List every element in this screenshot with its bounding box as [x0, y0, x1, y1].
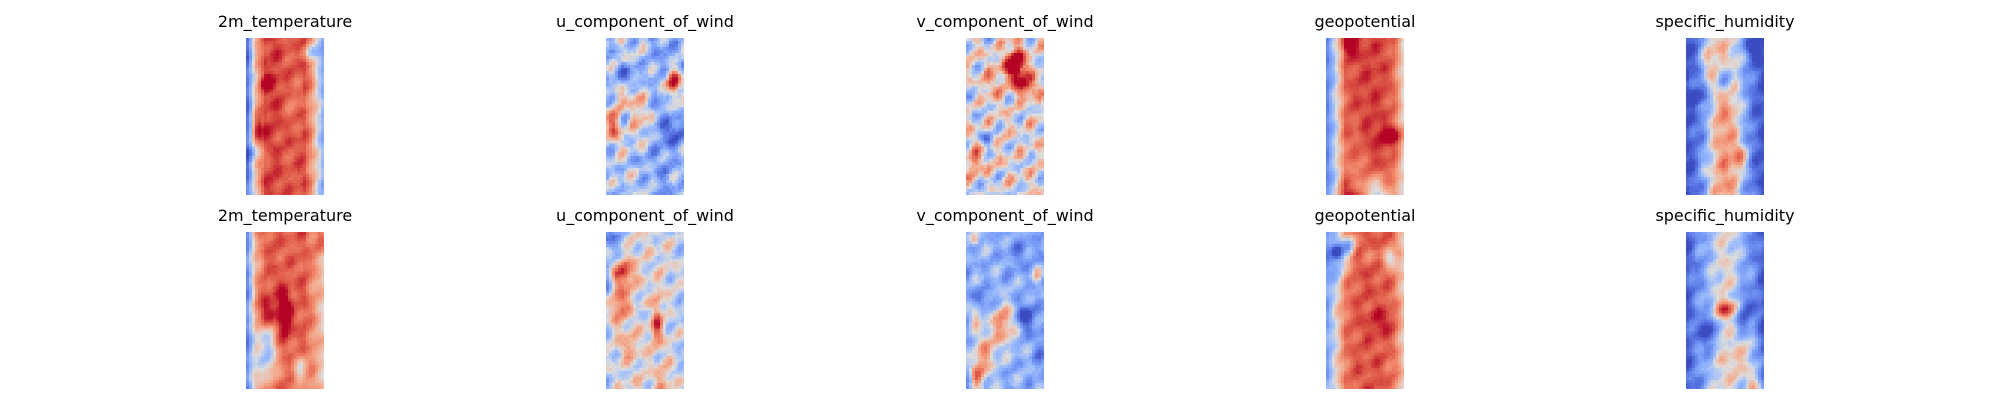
panel-title-geopotential-row1: geopotential: [1314, 12, 1416, 31]
heatmap-specific-humidity-row1: [1686, 38, 1764, 195]
panel-title-u-component-of-wind-row1: u_component_of_wind: [556, 12, 734, 31]
panel-title-specific-humidity-row1: specific_humidity: [1655, 12, 1795, 31]
panel-title-v-component-of-wind-row2: v_component_of_wind: [916, 206, 1094, 225]
panel-title-v-component-of-wind-row1: v_component_of_wind: [916, 12, 1094, 31]
heatmap-v-component-of-wind-row2: [966, 232, 1044, 389]
heatmap-u-component-of-wind-row2: [606, 232, 684, 389]
panel-title-geopotential-row2: geopotential: [1314, 206, 1416, 225]
heatmap-specific-humidity-row2: [1686, 232, 1764, 389]
panel-title-2m-temperature-row2: 2m_temperature: [217, 206, 353, 225]
heatmap-u-component-of-wind-row1: [606, 38, 684, 195]
heatmap-2m-temperature-row2: [246, 232, 324, 389]
heatmap-geopotential-row1: [1326, 38, 1404, 195]
heatmap-v-component-of-wind-row1: [966, 38, 1044, 195]
panel-title-u-component-of-wind-row2: u_component_of_wind: [556, 206, 734, 225]
heatmap-2m-temperature-row1: [246, 38, 324, 195]
heatmap-geopotential-row2: [1326, 232, 1404, 389]
panel-title-specific-humidity-row2: specific_humidity: [1655, 206, 1795, 225]
panel-title-2m-temperature-row1: 2m_temperature: [217, 12, 353, 31]
